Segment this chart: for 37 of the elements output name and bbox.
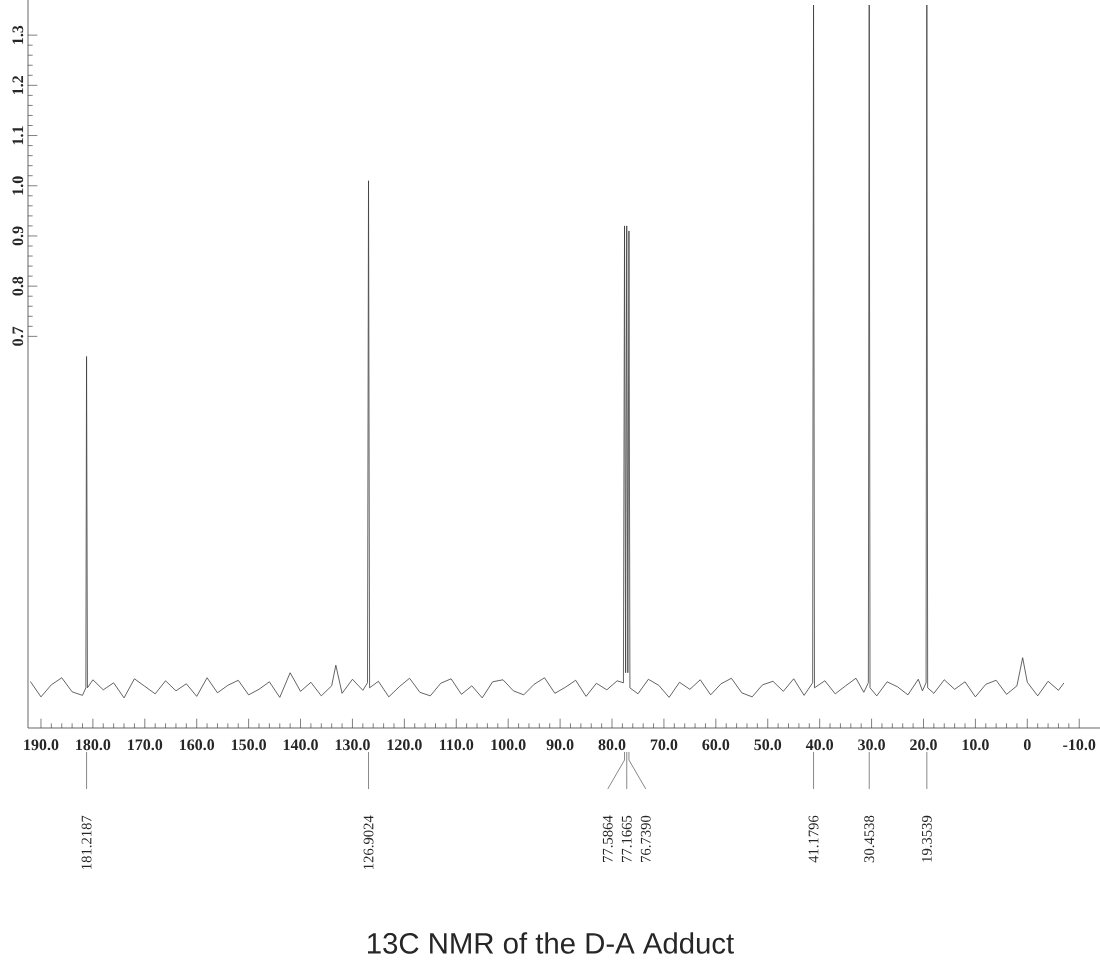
text: 77.5864 bbox=[602, 815, 613, 862]
x-tick-label: 130.0 bbox=[335, 739, 370, 751]
text: 181.2187 bbox=[81, 815, 92, 869]
y-tick-label: 1.3 bbox=[12, 25, 24, 44]
x-tick-label: 180.0 bbox=[76, 739, 111, 751]
x-tick-label: 0 bbox=[1023, 739, 1031, 751]
text: 19.3539 bbox=[921, 815, 932, 862]
x-tick-label: 60.0 bbox=[702, 739, 730, 751]
x-tick-label: 120.0 bbox=[387, 739, 422, 751]
x-tick-label: 140.0 bbox=[283, 739, 318, 751]
text: 76.7390 bbox=[640, 815, 651, 862]
y-tick-label: 1.0 bbox=[12, 176, 24, 195]
x-tick-label: 50.0 bbox=[754, 739, 782, 751]
x-tick-label: 10.0 bbox=[962, 739, 989, 751]
x-tick-label: 160.0 bbox=[179, 739, 215, 751]
text: 126.9024 bbox=[363, 815, 374, 869]
x-tick-label: 40.0 bbox=[805, 739, 834, 751]
y-tick-label: 0.8 bbox=[12, 276, 24, 296]
x-tick-label: 20.0 bbox=[910, 739, 937, 751]
x-tick-label: 110.0 bbox=[439, 739, 474, 751]
x-tick-label: 190.0 bbox=[24, 739, 59, 751]
y-tick-label: 0.7 bbox=[12, 326, 24, 346]
text: 77.1665 bbox=[621, 815, 632, 862]
x-tick-label: 150.0 bbox=[231, 739, 266, 751]
y-tick-label: 0.9 bbox=[12, 226, 24, 246]
y-tick-label: 1.1 bbox=[12, 126, 24, 145]
x-tick-label: 70.0 bbox=[650, 739, 678, 751]
text: 41.1796 bbox=[808, 815, 819, 863]
x-tick-label: 80.0 bbox=[598, 739, 626, 751]
x-tick-label: 30.0 bbox=[858, 739, 885, 751]
text: 13C NMR of the D-A Adduct bbox=[368, 932, 734, 954]
x-tick-label: 90.0 bbox=[546, 739, 574, 751]
x-tick-label: -10.0 bbox=[1063, 739, 1096, 751]
y-tick-label: 1.2 bbox=[12, 76, 24, 95]
x-tick-label: 170.0 bbox=[128, 739, 163, 751]
x-tick-label: 100.0 bbox=[491, 739, 526, 751]
text: 30.4538 bbox=[864, 815, 875, 863]
